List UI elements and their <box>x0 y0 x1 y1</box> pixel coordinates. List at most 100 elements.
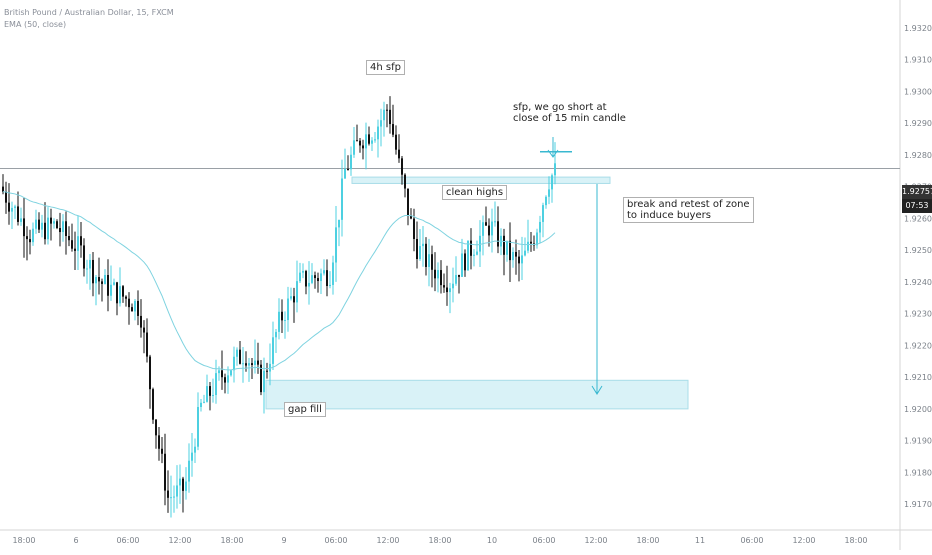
candle <box>245 351 247 372</box>
candle-body <box>248 363 250 366</box>
candle <box>488 218 490 247</box>
y-tick-label: 1.92500 <box>904 246 932 255</box>
symbol-title[interactable]: British Pound / Australian Dollar, 15, F… <box>4 8 174 17</box>
annotation-4h-sfp[interactable]: 4h sfp <box>366 60 405 75</box>
annotation-clean-highs[interactable]: clean highs <box>442 185 508 200</box>
candle <box>173 485 175 513</box>
candle <box>275 328 277 354</box>
candle-body <box>71 240 73 249</box>
candle <box>14 204 16 220</box>
candle <box>194 438 196 464</box>
annotation-retest[interactable]: break and retest of zone to induce buyer… <box>623 197 754 223</box>
x-tick-label: 06:00 <box>532 536 555 545</box>
candle-body <box>230 370 232 376</box>
candle-body <box>479 235 481 252</box>
candle-body <box>359 140 361 146</box>
x-tick-label: 06:00 <box>116 536 139 545</box>
countdown-badge: 07:53 <box>902 199 932 213</box>
candle <box>425 237 427 276</box>
candle <box>359 138 361 153</box>
candle-body <box>320 273 322 282</box>
candle-body <box>161 448 163 454</box>
indicator-legend[interactable]: EMA (50, close) <box>4 20 67 29</box>
candle-body <box>470 240 472 256</box>
candle <box>17 191 19 226</box>
candle <box>428 238 430 287</box>
candle <box>254 339 256 374</box>
candle-body <box>341 178 343 220</box>
candle <box>368 126 370 146</box>
candle <box>209 382 211 411</box>
candle <box>278 298 280 340</box>
annotation-gap-fill[interactable]: gap fill <box>284 402 326 417</box>
candle <box>20 207 22 226</box>
candle-body <box>368 134 370 144</box>
candle-body <box>551 175 553 190</box>
candle-body <box>86 268 88 270</box>
candle-body <box>110 284 112 296</box>
candle-body <box>362 145 364 149</box>
candle-body <box>296 281 298 303</box>
x-tick-label: 18:00 <box>636 536 659 545</box>
candle-body <box>422 243 424 247</box>
x-tick-label: 12:00 <box>792 536 815 545</box>
candle <box>125 295 127 307</box>
candle-body <box>503 235 505 255</box>
candle <box>161 437 163 464</box>
candle <box>182 476 184 513</box>
candle <box>62 214 64 242</box>
candle <box>59 212 61 247</box>
candle-body <box>116 282 118 304</box>
candle-body <box>221 370 223 378</box>
candle-body <box>431 254 433 270</box>
candle-body <box>68 236 70 241</box>
candle <box>146 318 148 363</box>
candle <box>119 267 121 307</box>
candle-body <box>380 120 382 127</box>
candle <box>554 142 556 185</box>
candle <box>260 359 262 396</box>
candle-body <box>302 271 304 273</box>
candle <box>11 201 13 229</box>
candle-body <box>164 453 166 491</box>
candle <box>110 265 112 301</box>
annotation-short-note[interactable]: sfp, we go short at close of 15 min cand… <box>510 101 629 125</box>
y-tick-label: 1.91900 <box>904 437 932 446</box>
candle-body <box>131 307 133 312</box>
candle <box>458 274 460 294</box>
candle <box>401 156 403 185</box>
candle-body <box>428 254 430 267</box>
candle-body <box>26 236 28 240</box>
candle-body <box>335 227 337 263</box>
candle <box>416 221 418 269</box>
candle-body <box>419 246 421 260</box>
candle <box>374 132 376 143</box>
candle-body <box>464 253 466 271</box>
candle <box>80 221 82 258</box>
candle-body <box>239 349 241 364</box>
retest-line1: break and retest of zone <box>627 199 750 210</box>
candle <box>8 183 10 225</box>
candle-body <box>476 251 478 255</box>
candle <box>239 341 241 365</box>
candle <box>332 255 334 295</box>
candle <box>2 174 4 195</box>
candle <box>491 208 493 253</box>
candle-body <box>65 221 67 237</box>
candle <box>482 215 484 256</box>
candle-body <box>518 256 520 264</box>
candle-body <box>416 238 418 260</box>
y-tick-label: 1.92000 <box>904 405 932 414</box>
candle-body <box>284 320 286 322</box>
candle-body <box>200 402 202 408</box>
candle <box>179 464 181 504</box>
candle-body <box>203 401 205 403</box>
candle-body <box>101 281 103 284</box>
candle-body <box>5 191 7 203</box>
candle-body <box>254 360 256 365</box>
candle <box>170 475 172 518</box>
candle <box>521 236 523 280</box>
candle-body <box>281 311 283 321</box>
